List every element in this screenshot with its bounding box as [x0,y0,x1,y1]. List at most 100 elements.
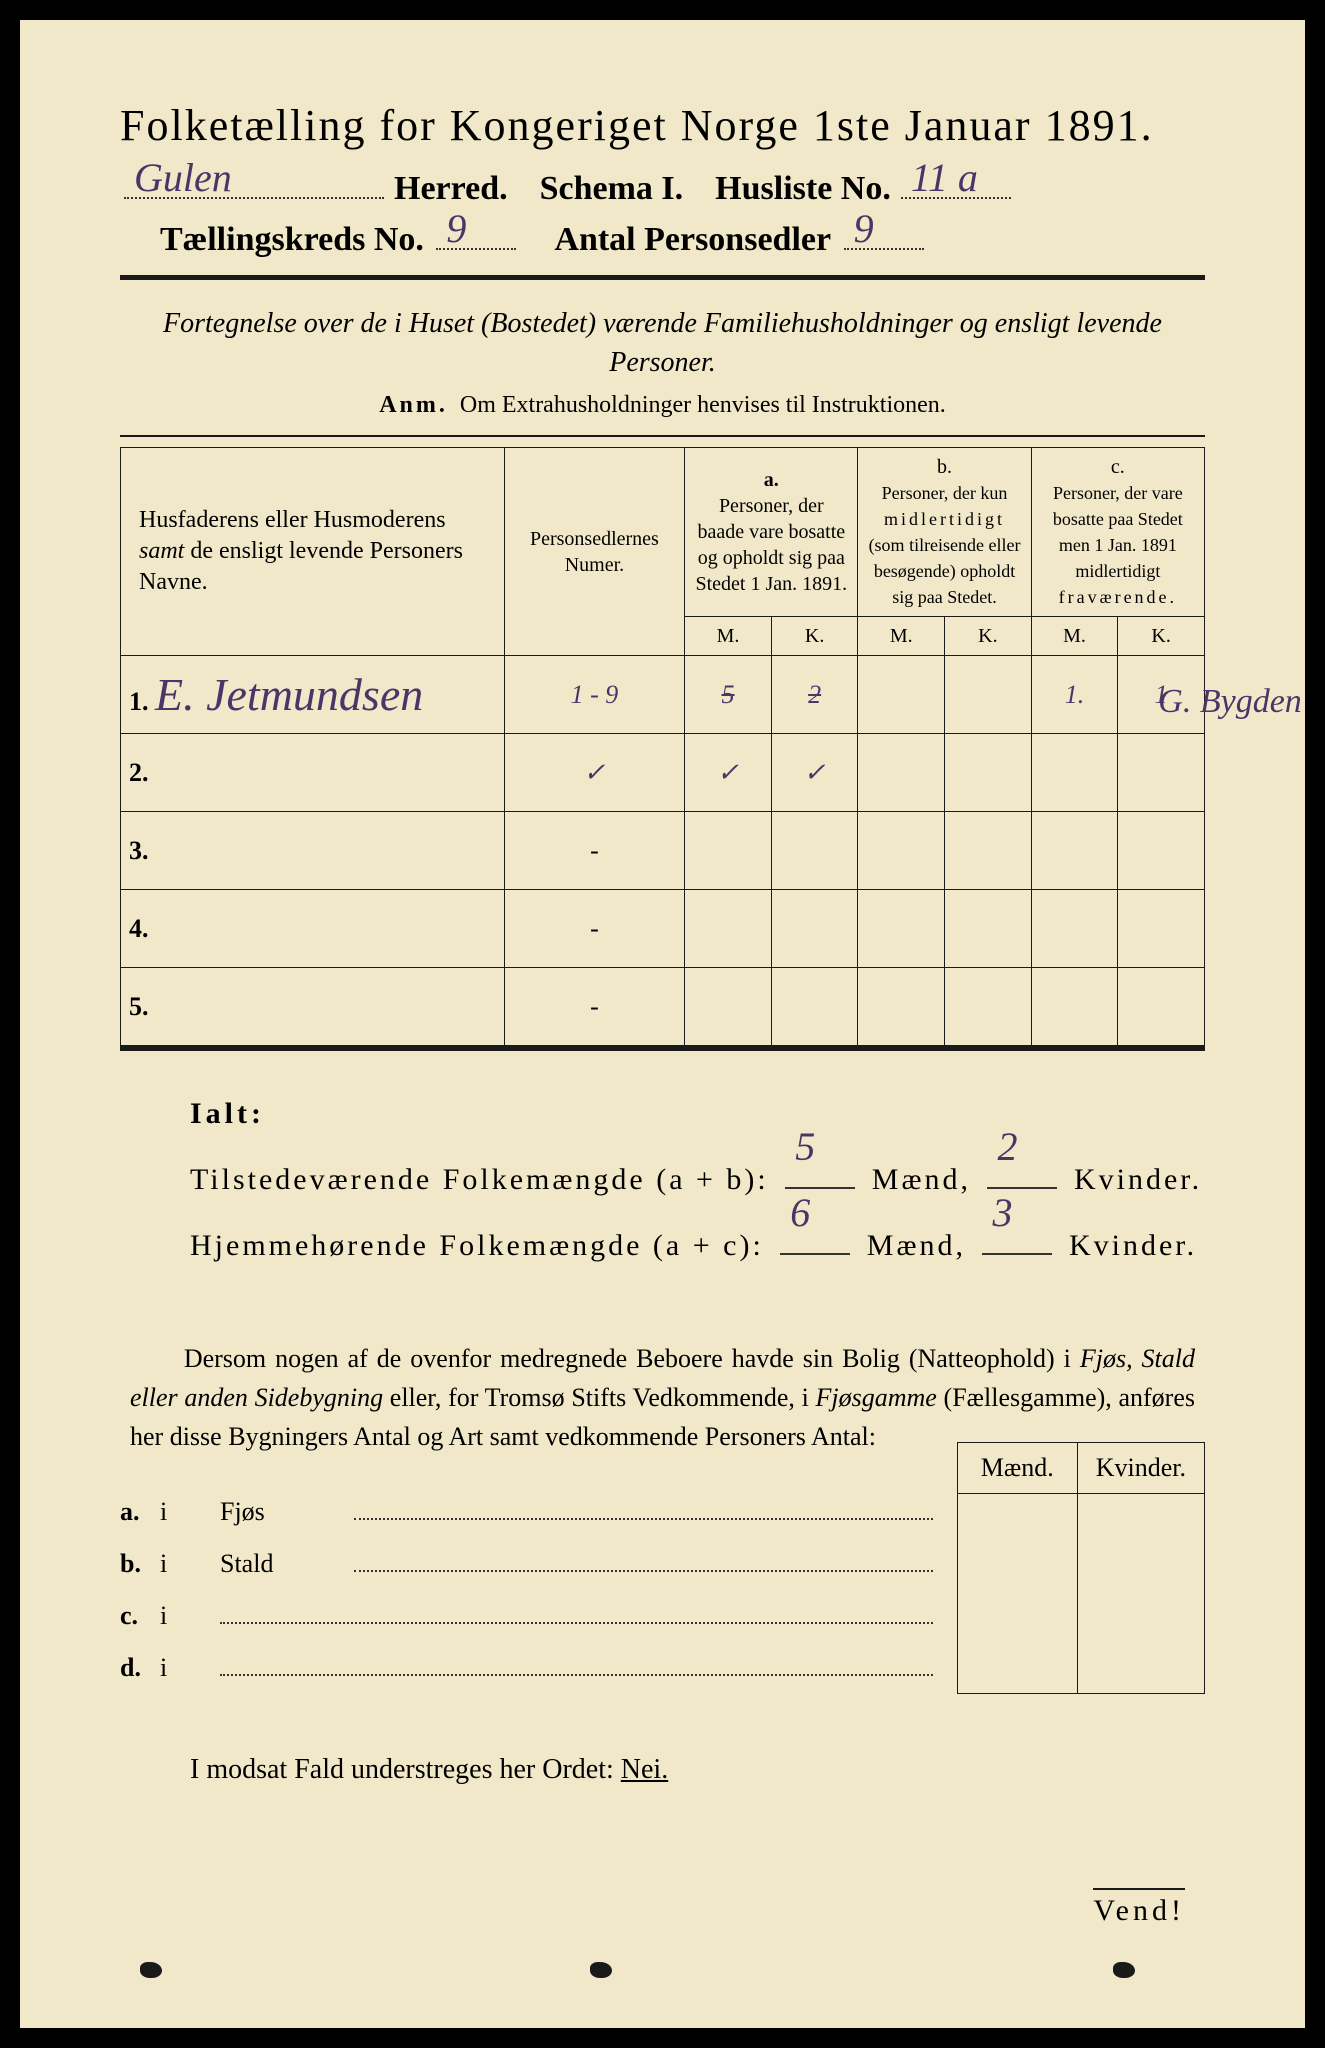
table-body: 1. E. Jetmundsen 1 - 9 5 2 1. 1 G. Bygde… [121,656,1205,1046]
subtitle-main: Fortegnelse over de i Huset (Bostedet) v… [160,304,1165,382]
cell-ck [1118,890,1205,968]
th-am: M. [685,617,772,656]
husliste-value: 11 a [911,154,978,201]
cell-bm [858,812,945,890]
mk-maend: Mænd. [957,1443,1077,1494]
herred-value: Gulen [134,154,232,201]
vend-label: Vend! [1093,1888,1185,1928]
nei-line: I modsat Fald understreges her Ordet: Ne… [120,1754,1205,1786]
cell-num: - [504,812,685,890]
cell-ck [1118,812,1205,890]
cell-num: 1 - 9 [504,656,685,734]
rule-1 [120,275,1205,280]
mk-kvinder: Kvinder. [1077,1443,1204,1494]
dotted-line [220,1660,933,1676]
cell-am [685,890,772,968]
cell-name: 4. [121,890,505,968]
cell-name: 3. [121,812,505,890]
cell-bk [945,734,1032,812]
herred-label: Herred. [394,170,508,208]
cell-ak: 2 [771,656,858,734]
cell-ak [771,890,858,968]
cell-ak: ✓ [771,734,858,812]
punch-hole [140,1962,162,1978]
cell-bk [945,890,1032,968]
th-ck: K. [1118,617,1205,656]
mk-cell-k [1077,1494,1204,1694]
instructions-paragraph: Dersom nogen af de ovenfor medregnede Be… [120,1339,1205,1456]
herred-field: Gulen [124,169,384,199]
th-a: a. Personer, der baade vare bosatte og o… [685,448,858,617]
total-line-2: Hjemmehørende Folkemængde (a + c): 6 Mæn… [190,1213,1205,1279]
table-row: 4. - [121,890,1205,968]
table-row: 2. ✓ ✓ ✓ [121,734,1205,812]
cell-num: - [504,890,685,968]
th-numer: Personsedlernes Numer. [504,448,685,656]
cell-num: ✓ [504,734,685,812]
totals-block: Ialt: Tilstedeværende Folkemængde (a + b… [120,1081,1205,1279]
household-table: Husfaderens eller Husmoderens samt de en… [120,447,1205,1046]
cell-bk [945,812,1032,890]
cell-bm [858,656,945,734]
cell-cm [1031,968,1118,1046]
cell-cm [1031,734,1118,812]
dotted-line [220,1608,933,1624]
schema-label: Schema I. [540,170,684,208]
mk-cell-m [957,1494,1077,1694]
cell-bm [858,890,945,968]
dotted-line [354,1504,933,1520]
total-m-field: 6 [780,1225,850,1255]
building-row: c. i [120,1590,937,1642]
th-names: Husfaderens eller Husmoderens samt de en… [121,448,505,656]
cell-am: ✓ [685,734,772,812]
cell-am [685,812,772,890]
th-b: b. Personer, der kun midlertidigt (som t… [858,448,1031,617]
subtitle-block: Fortegnelse over de i Huset (Bostedet) v… [120,296,1205,425]
th-bm: M. [858,617,945,656]
cell-cm [1031,812,1118,890]
census-form-page: Folketælling for Kongeriget Norge 1ste J… [0,0,1325,2048]
margin-note: G. Bygden [1158,683,1302,721]
building-row: d. i [120,1642,937,1694]
cell-ck [1118,734,1205,812]
cell-am: 5 [685,656,772,734]
cell-bm [858,734,945,812]
th-ak: K. [771,617,858,656]
husliste-field: 11 a [901,169,1011,199]
kreds-field: 9 [436,220,516,250]
antal-field: 9 [844,220,924,250]
cell-name: 2. [121,734,505,812]
antal-label: Antal Personsedler [554,221,831,258]
header-line-2: Tællingskreds No. 9 Antal Personsedler 9 [120,220,1205,259]
ialt-label: Ialt: [190,1081,1205,1147]
building-row: b. i Stald [120,1538,937,1590]
rule-2 [120,435,1205,437]
th-c: c. Personer, der vare bosatte paa Stedet… [1031,448,1204,617]
header-line-1: Gulen Herred. Schema I. Husliste No. 11 … [120,169,1205,208]
cell-ak [771,968,858,1046]
building-section: a. i Fjøs b. i Stald c. i d. i [120,1486,1205,1694]
cell-bk [945,656,1032,734]
table-row: 5. - [121,968,1205,1046]
th-bk: K. [945,617,1032,656]
cell-name: 5. [121,968,505,1046]
mk-small-table: Mænd. Kvinder. [957,1442,1205,1694]
total-line-1: Tilstedeværende Folkemængde (a + b): 5 M… [190,1147,1205,1213]
cell-am [685,968,772,1046]
cell-cm [1031,890,1118,968]
antal-value: 9 [854,205,874,252]
building-row: a. i Fjøs [120,1486,937,1538]
page-title: Folketælling for Kongeriget Norge 1ste J… [120,100,1205,151]
cell-bm [858,968,945,1046]
rule-3 [120,1046,1205,1051]
punch-hole [1113,1962,1135,1978]
th-cm: M. [1031,617,1118,656]
kreds-label: Tællingskreds No. [160,221,424,258]
table-row: 1. E. Jetmundsen 1 - 9 5 2 1. 1 G. Bygde… [121,656,1205,734]
total-k-field: 3 [982,1225,1052,1255]
punch-hole [590,1962,612,1978]
husliste-label: Husliste No. [715,170,891,208]
cell-ak [771,812,858,890]
cell-ck [1118,968,1205,1046]
cell-name: 1. E. Jetmundsen [121,656,505,734]
